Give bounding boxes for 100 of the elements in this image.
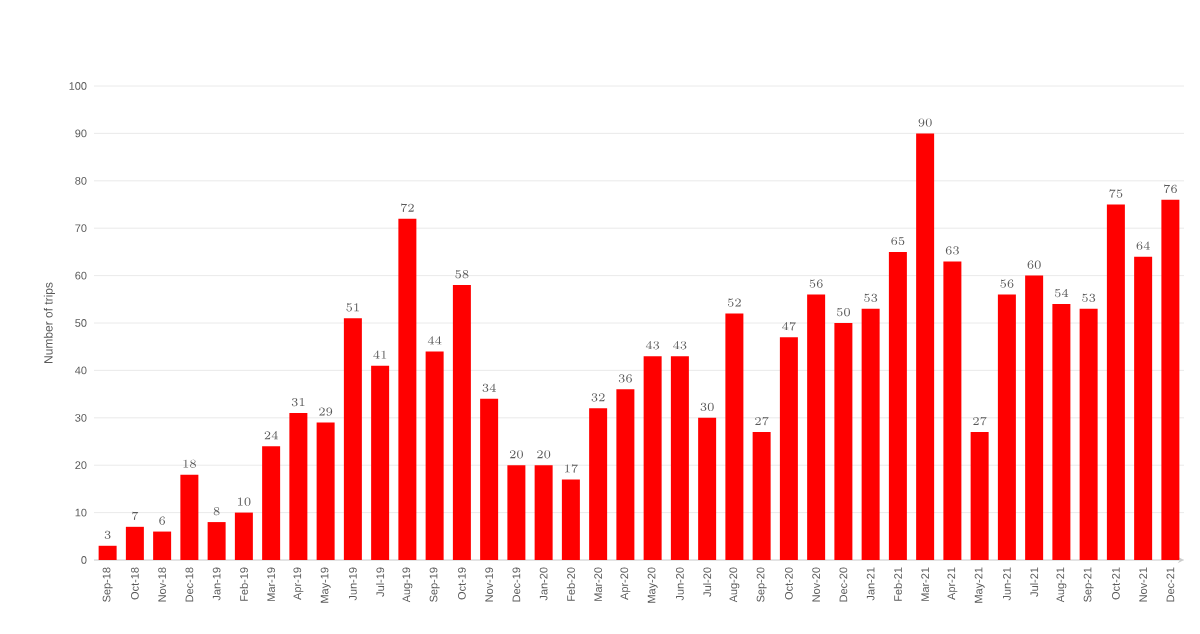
data-label: 64 [1136, 241, 1150, 250]
x-tick-label: Jun-19 [349, 567, 357, 601]
data-label: 53 [864, 293, 878, 302]
data-label: 44 [427, 336, 442, 345]
x-tick-label: Apr-20 [620, 567, 631, 600]
x-tick-label: Apr-19 [293, 567, 304, 600]
bar [834, 323, 853, 560]
bar [1106, 204, 1125, 560]
data-label: 90 [918, 118, 932, 127]
x-tick-label: Aug-21 [1056, 567, 1067, 603]
y-tick-label: 60 [75, 271, 87, 280]
data-label: 27 [973, 416, 987, 426]
data-label: 52 [727, 298, 741, 307]
data-label: 51 [346, 303, 359, 312]
bar [752, 432, 771, 560]
data-label: 32 [591, 393, 605, 402]
y-tick-label: 30 [75, 413, 87, 422]
x-tick-label: Jan-21 [866, 567, 875, 601]
data-label: 27 [755, 416, 769, 426]
data-label: 56 [1000, 279, 1014, 288]
bar [234, 512, 253, 560]
x-tick-label: Mar-20 [594, 567, 602, 601]
y-tick-label: 10 [75, 508, 87, 517]
y-tick-label: 70 [75, 224, 87, 233]
x-tick-label: Jan-20 [539, 567, 548, 601]
data-label: 29 [319, 407, 333, 416]
bar [943, 261, 962, 560]
bar [698, 417, 717, 560]
bar [589, 408, 608, 560]
x-tick-label: Nov-19 [485, 567, 493, 602]
bar [1025, 275, 1044, 560]
data-label: 56 [809, 279, 823, 288]
x-tick-label: Apr-21 [947, 567, 958, 600]
x-tick-label: Dec-21 [1166, 567, 1175, 602]
data-label: 31 [291, 398, 305, 407]
y-tick-label: 0 [81, 556, 87, 564]
x-tick-label: Feb-19 [239, 567, 248, 601]
bar [507, 465, 526, 560]
data-label: 17 [565, 464, 578, 473]
bar [262, 446, 281, 560]
x-tick-label: Sep-20 [756, 567, 767, 602]
x-tick-label: Feb-21 [893, 567, 902, 601]
data-label: 8 [213, 507, 220, 516]
x-tick-label: Nov-20 [812, 567, 820, 602]
bar [616, 389, 635, 560]
x-tick-label: Jun-20 [676, 567, 684, 601]
data-label: 76 [1164, 184, 1177, 193]
x-tick-label: Jul-21 [1030, 567, 1039, 597]
x-tick-label: Oct-18 [130, 567, 139, 600]
data-label: 75 [1109, 189, 1123, 198]
x-tick-label: Jun-21 [1003, 567, 1011, 601]
bar [480, 398, 499, 560]
bar [779, 337, 798, 560]
data-label: 63 [945, 246, 959, 255]
x-tick-label: Jan-19 [212, 567, 221, 601]
x-tick-label: Nov-18 [158, 567, 166, 602]
y-tick-label: 20 [75, 461, 87, 470]
bar [98, 545, 117, 560]
x-tick-label: Dec-20 [839, 567, 848, 602]
data-label: 20 [509, 450, 523, 459]
bar [916, 133, 935, 560]
y-tick-label: 40 [75, 366, 87, 375]
x-tick-label: Aug-19 [402, 567, 413, 603]
x-tick-label: May-20 [647, 567, 658, 603]
x-tick-label: Sep-18 [102, 567, 113, 602]
bar [561, 479, 580, 560]
x-tick-label: Jul-20 [703, 567, 712, 597]
bar [371, 365, 390, 560]
x-tick-label: Sep-19 [429, 567, 440, 602]
data-label: 72 [401, 203, 414, 212]
bar [1161, 199, 1180, 560]
x-tick-label: Dec-18 [185, 567, 194, 602]
data-label: 41 [373, 350, 387, 359]
bar [452, 285, 471, 560]
y-tick-label: 80 [75, 176, 87, 185]
bar [316, 422, 335, 560]
x-tick-label: May-21 [974, 567, 985, 603]
bar [888, 251, 907, 560]
bar [180, 474, 199, 560]
bar [398, 218, 417, 560]
data-label: 54 [1054, 288, 1069, 298]
bar [207, 522, 226, 560]
x-tick-label: May-19 [320, 567, 331, 603]
data-label: 20 [537, 450, 551, 459]
x-tick-label: Mar-19 [267, 567, 275, 601]
x-tick-label: Oct-20 [785, 567, 793, 600]
data-label: 60 [1027, 260, 1041, 269]
data-label: 36 [618, 374, 632, 383]
bar [425, 351, 444, 560]
bar [725, 313, 744, 560]
x-tick-label: Oct-19 [458, 567, 466, 600]
x-tick-label: Dec-19 [512, 567, 521, 602]
data-label: 50 [836, 307, 850, 317]
data-label: 18 [183, 459, 196, 468]
data-label: 58 [455, 270, 469, 279]
x-tick-label: Sep-21 [1083, 567, 1094, 602]
data-label: 10 [238, 497, 251, 506]
bar [1134, 256, 1153, 560]
bar [970, 432, 989, 560]
bar [643, 356, 662, 560]
